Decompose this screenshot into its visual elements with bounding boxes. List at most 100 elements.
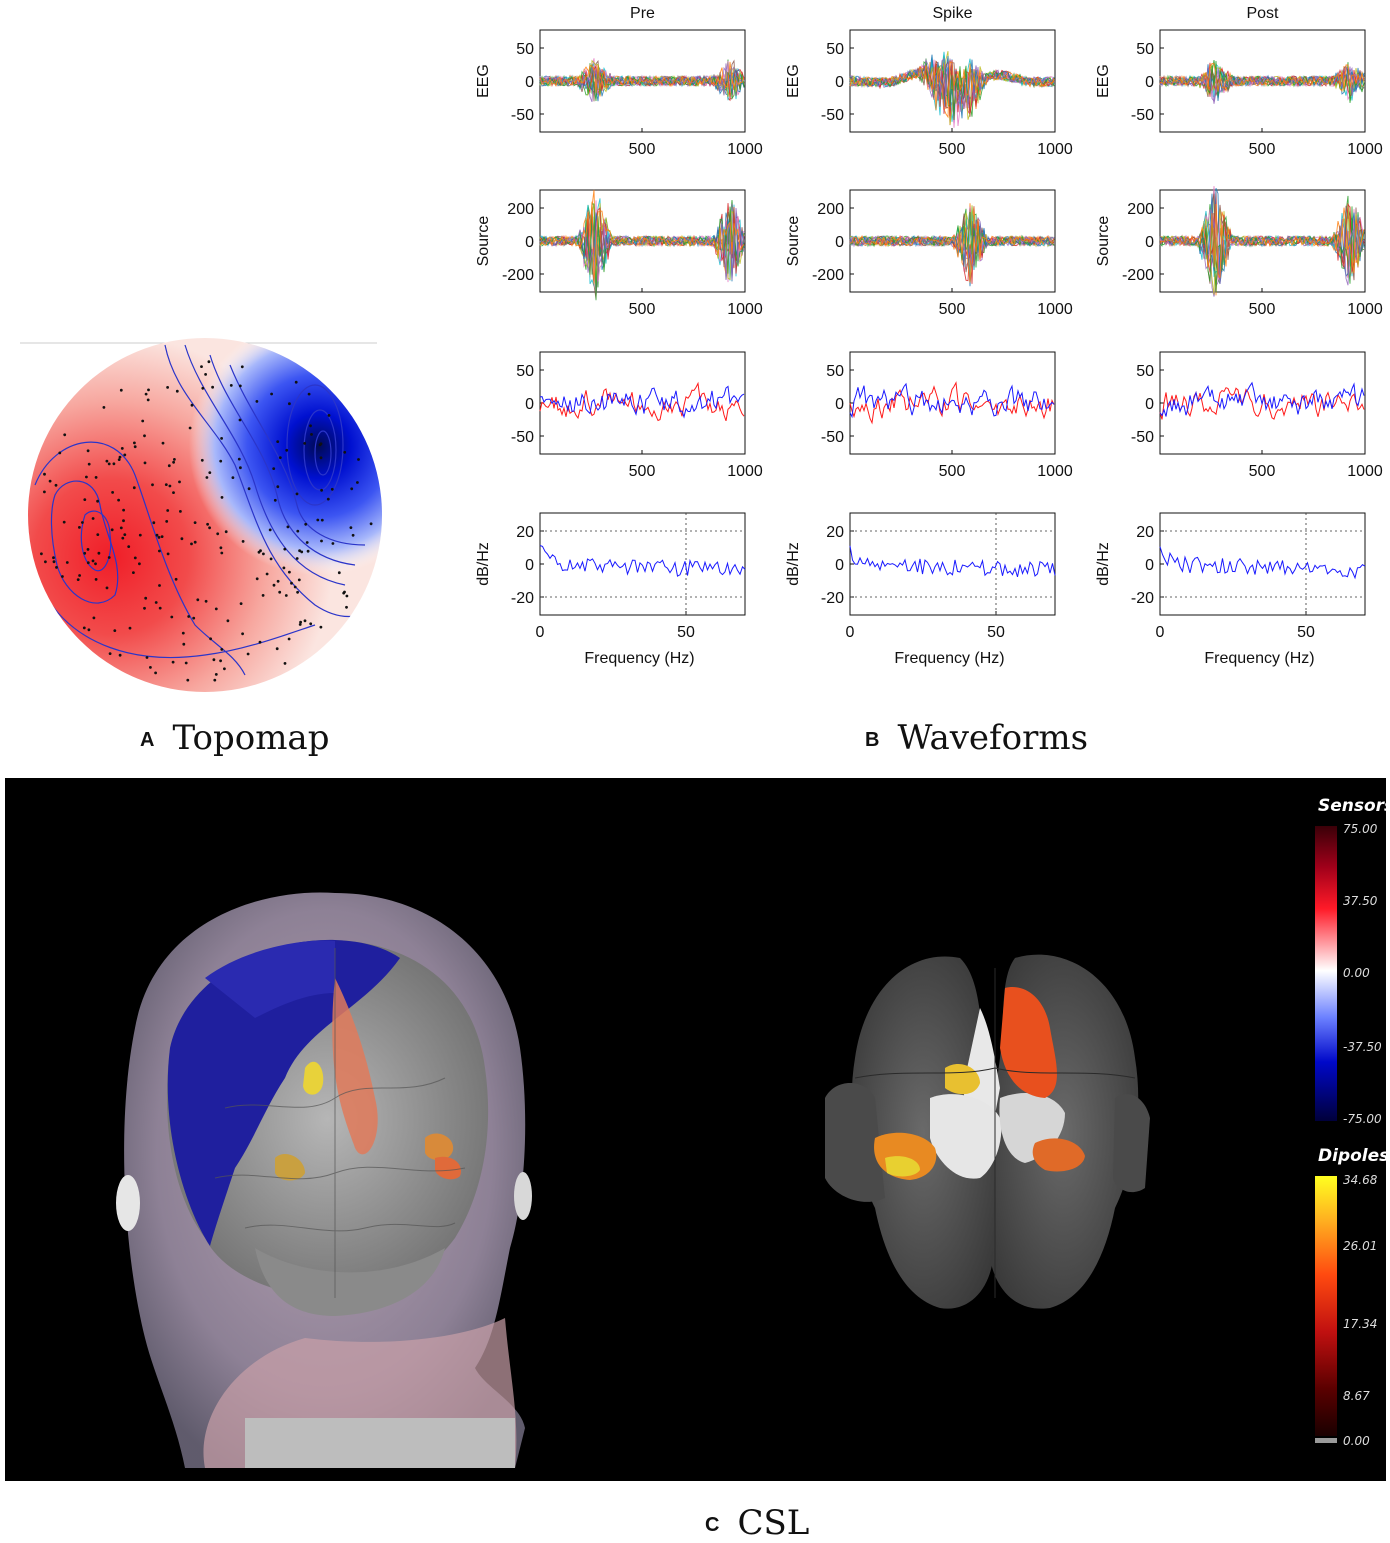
y-tick-label: 200 xyxy=(817,201,844,218)
electrode-dot xyxy=(155,533,159,537)
electrode-dot xyxy=(306,549,310,553)
electrode-dot xyxy=(78,526,81,529)
electrode-dot xyxy=(196,598,200,602)
electrode-dot xyxy=(110,528,114,532)
electrode-dot xyxy=(207,360,211,364)
electrode-dot xyxy=(44,560,47,564)
waveforms-panel: Pre Spike Post 50 0 -50 500 1000 EEG 50 0 -50 500 100… xyxy=(460,0,1390,700)
electrode-dot xyxy=(87,462,91,466)
electrode-dot xyxy=(128,626,132,630)
electrode-dot xyxy=(193,521,197,524)
electrode-dot xyxy=(138,562,141,566)
electrode-dot xyxy=(220,551,224,555)
electrode-dot xyxy=(204,373,208,376)
electrode-dot xyxy=(166,386,170,389)
electrode-dot xyxy=(214,607,218,611)
electrode-dot xyxy=(119,388,123,392)
y-axis-label: Source xyxy=(1095,216,1112,267)
electrode-dot xyxy=(290,581,293,585)
electrode-dot xyxy=(240,365,244,369)
electrode-dot xyxy=(201,386,205,390)
electrode-dot xyxy=(86,561,90,565)
electrode-dot xyxy=(294,380,298,384)
electrode-dot xyxy=(320,518,324,522)
electrode-dot xyxy=(96,499,99,503)
electrode-dot xyxy=(246,652,250,656)
topomap-panel xyxy=(15,335,385,705)
electrode-dot xyxy=(211,385,215,389)
electrode-dot xyxy=(92,616,96,620)
electrode-dot xyxy=(178,480,181,484)
electrode-dot xyxy=(219,659,223,663)
electrode-dot xyxy=(158,549,161,553)
electrode-dot xyxy=(319,442,323,446)
y-tick-label: 50 xyxy=(1136,41,1154,58)
y-axis-label: dB/Hz xyxy=(785,542,802,586)
y-tick-label: 50 xyxy=(826,41,844,58)
electrode-dot xyxy=(238,384,242,388)
y-tick-label: 0 xyxy=(1145,234,1154,251)
electrode-dot xyxy=(186,678,190,682)
x-tick-label: 500 xyxy=(1249,301,1276,318)
electrode-dot xyxy=(173,458,176,461)
electrode-dot xyxy=(286,525,290,529)
dipoles-tick-5: 0.00 xyxy=(1343,1434,1370,1448)
electrode-dot xyxy=(229,384,233,387)
column-title: Post xyxy=(1246,5,1279,22)
x-axis-label: Frequency (Hz) xyxy=(1204,650,1314,667)
electrode-dot xyxy=(331,542,335,545)
electrode-dot xyxy=(288,402,291,406)
electrode-dot xyxy=(319,456,323,460)
electrode-dot xyxy=(171,660,175,664)
electrode-dot xyxy=(97,551,101,555)
electrode-dot xyxy=(190,542,193,546)
electrode-dot xyxy=(255,400,259,403)
electrode-dot xyxy=(152,521,156,525)
electrode-dot xyxy=(52,560,56,564)
electrode-dot xyxy=(212,658,216,662)
trace-line xyxy=(1159,187,1365,284)
trace-line xyxy=(849,382,1055,419)
electrode-dot xyxy=(239,466,242,470)
electrode-dot xyxy=(112,462,116,466)
electrode-dot xyxy=(288,570,291,574)
y-tick-label: -50 xyxy=(821,107,844,124)
x-tick-label: 500 xyxy=(1249,141,1276,158)
electrode-dot xyxy=(133,445,137,449)
electrode-dot xyxy=(76,578,80,581)
electrode-dot xyxy=(119,526,123,530)
x-tick-label: 500 xyxy=(629,301,656,318)
x-tick-label: 500 xyxy=(939,463,966,480)
electrode-dot xyxy=(141,419,145,423)
plot-frame xyxy=(539,512,746,616)
electrode-dot xyxy=(120,447,124,450)
electrode-dot xyxy=(272,467,276,470)
y-tick-label: -50 xyxy=(1131,429,1154,446)
electrode-dot xyxy=(219,459,223,463)
electrode-dot xyxy=(220,648,224,651)
electrode-dot xyxy=(297,578,301,582)
electrode-dot xyxy=(83,498,87,501)
electrode-dot xyxy=(143,434,146,438)
y-tick-label: 0 xyxy=(835,74,844,91)
x-axis-label: Frequency (Hz) xyxy=(894,650,1004,667)
electrode-dot xyxy=(283,662,287,665)
electrode-dot xyxy=(48,479,52,483)
spectrum-line xyxy=(1159,546,1366,580)
electrode-dot xyxy=(117,498,120,502)
y-tick-label: 20 xyxy=(516,524,534,541)
electrode-dot xyxy=(278,456,282,459)
electrode-dot xyxy=(43,472,46,476)
y-tick-label: -20 xyxy=(511,590,534,607)
electrode-dot xyxy=(206,522,210,526)
electrode-dot xyxy=(61,575,64,578)
plot-frame xyxy=(849,351,1056,455)
electrode-dot xyxy=(270,392,273,396)
y-tick-label: -50 xyxy=(821,429,844,446)
electrode-dot xyxy=(54,483,58,487)
dipoles-colorbar-title: Dipoles xyxy=(1318,1146,1390,1166)
trace-line xyxy=(539,61,745,93)
y-tick-label: 0 xyxy=(1145,74,1154,91)
electrode-dot xyxy=(356,481,359,484)
